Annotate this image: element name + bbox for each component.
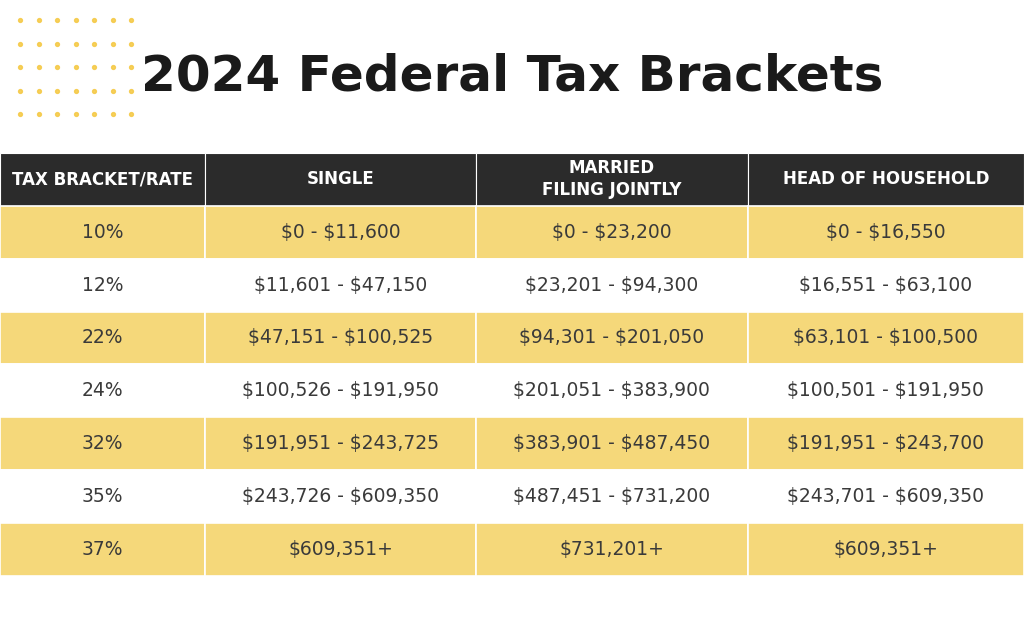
Text: \$201,051 - \$383,900: \$201,051 - \$383,900 bbox=[513, 381, 711, 401]
FancyBboxPatch shape bbox=[476, 364, 748, 417]
Text: \$63,101 - \$100,500: \$63,101 - \$100,500 bbox=[794, 328, 978, 348]
Text: Source: TheCollegeInvestor.com: Source: TheCollegeInvestor.com bbox=[762, 592, 998, 607]
FancyBboxPatch shape bbox=[748, 259, 1024, 312]
FancyBboxPatch shape bbox=[0, 259, 205, 312]
Text: 24%: 24% bbox=[82, 381, 123, 401]
FancyBboxPatch shape bbox=[0, 206, 205, 259]
FancyBboxPatch shape bbox=[205, 206, 476, 259]
FancyBboxPatch shape bbox=[748, 417, 1024, 470]
Text: \$0 - \$16,550: \$0 - \$16,550 bbox=[826, 222, 945, 242]
Text: 22%: 22% bbox=[82, 328, 123, 348]
FancyBboxPatch shape bbox=[748, 364, 1024, 417]
Text: \$11,601 - \$47,150: \$11,601 - \$47,150 bbox=[254, 275, 427, 295]
Text: 35%: 35% bbox=[82, 487, 123, 506]
FancyBboxPatch shape bbox=[0, 523, 205, 576]
Text: \$0 - \$23,200: \$0 - \$23,200 bbox=[552, 222, 672, 242]
FancyBboxPatch shape bbox=[205, 364, 476, 417]
Text: THE COLLEGE INVESTOR: THE COLLEGE INVESTOR bbox=[26, 592, 226, 607]
FancyBboxPatch shape bbox=[476, 417, 748, 470]
FancyBboxPatch shape bbox=[748, 206, 1024, 259]
Text: SINGLE: SINGLE bbox=[306, 170, 375, 188]
FancyBboxPatch shape bbox=[205, 417, 476, 470]
FancyBboxPatch shape bbox=[748, 312, 1024, 364]
Text: \$16,551 - \$63,100: \$16,551 - \$63,100 bbox=[799, 275, 973, 295]
FancyBboxPatch shape bbox=[0, 364, 205, 417]
FancyBboxPatch shape bbox=[0, 417, 205, 470]
FancyBboxPatch shape bbox=[476, 259, 748, 312]
FancyBboxPatch shape bbox=[476, 523, 748, 576]
FancyBboxPatch shape bbox=[476, 470, 748, 523]
Text: \$609,351+: \$609,351+ bbox=[288, 540, 393, 559]
FancyBboxPatch shape bbox=[205, 259, 476, 312]
Text: 10%: 10% bbox=[82, 222, 123, 242]
Text: MARRIED
FILING JOINTLY: MARRIED FILING JOINTLY bbox=[542, 159, 682, 199]
Text: \$23,201 - \$94,300: \$23,201 - \$94,300 bbox=[525, 275, 698, 295]
Text: 12%: 12% bbox=[82, 275, 123, 295]
Text: 32%: 32% bbox=[82, 434, 123, 454]
FancyBboxPatch shape bbox=[748, 523, 1024, 576]
FancyBboxPatch shape bbox=[476, 206, 748, 259]
Text: \$243,701 - \$609,350: \$243,701 - \$609,350 bbox=[787, 487, 984, 506]
FancyBboxPatch shape bbox=[476, 312, 748, 364]
Text: \$47,151 - \$100,525: \$47,151 - \$100,525 bbox=[248, 328, 433, 348]
Text: 2024 Federal Tax Brackets: 2024 Federal Tax Brackets bbox=[141, 52, 883, 100]
FancyBboxPatch shape bbox=[0, 153, 205, 206]
FancyBboxPatch shape bbox=[476, 153, 748, 206]
FancyBboxPatch shape bbox=[205, 312, 476, 364]
Text: \$731,201+: \$731,201+ bbox=[559, 540, 665, 559]
Text: \$100,501 - \$191,950: \$100,501 - \$191,950 bbox=[787, 381, 984, 401]
FancyBboxPatch shape bbox=[0, 312, 205, 364]
Text: \$94,301 - \$201,050: \$94,301 - \$201,050 bbox=[519, 328, 705, 348]
Text: \$487,451 - \$731,200: \$487,451 - \$731,200 bbox=[513, 487, 711, 506]
FancyBboxPatch shape bbox=[0, 470, 205, 523]
Text: \$383,901 - \$487,450: \$383,901 - \$487,450 bbox=[513, 434, 711, 454]
Text: \$243,726 - \$609,350: \$243,726 - \$609,350 bbox=[242, 487, 439, 506]
Text: \$191,951 - \$243,725: \$191,951 - \$243,725 bbox=[242, 434, 439, 454]
Text: \$100,526 - \$191,950: \$100,526 - \$191,950 bbox=[242, 381, 439, 401]
Text: 37%: 37% bbox=[82, 540, 123, 559]
Text: \$0 - \$11,600: \$0 - \$11,600 bbox=[281, 222, 400, 242]
Text: HEAD OF HOUSEHOLD: HEAD OF HOUSEHOLD bbox=[782, 170, 989, 188]
FancyBboxPatch shape bbox=[205, 470, 476, 523]
FancyBboxPatch shape bbox=[205, 523, 476, 576]
Text: \$191,951 - \$243,700: \$191,951 - \$243,700 bbox=[787, 434, 984, 454]
FancyBboxPatch shape bbox=[205, 153, 476, 206]
FancyBboxPatch shape bbox=[748, 470, 1024, 523]
Text: TAX BRACKET/RATE: TAX BRACKET/RATE bbox=[12, 170, 193, 188]
FancyBboxPatch shape bbox=[748, 153, 1024, 206]
Text: \$609,351+: \$609,351+ bbox=[834, 540, 938, 559]
